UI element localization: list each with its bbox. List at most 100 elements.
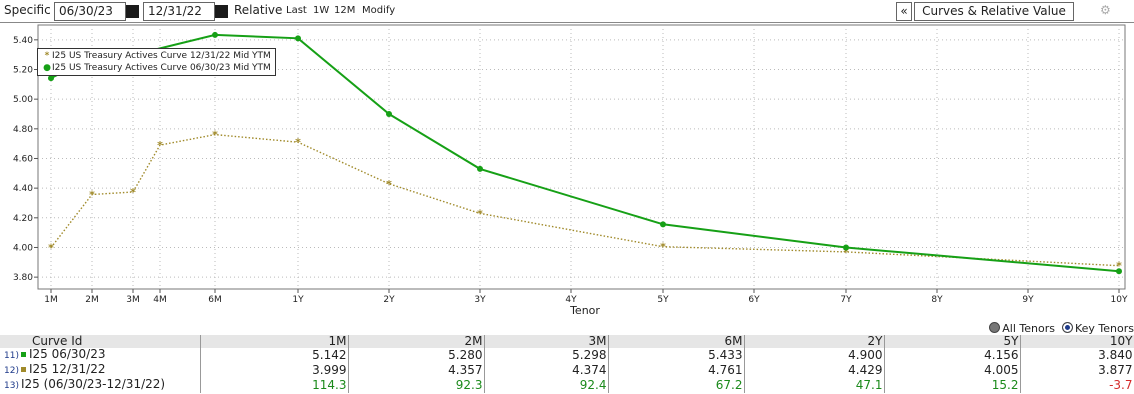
cell: 4.900 bbox=[744, 348, 884, 363]
cell: 4.374 bbox=[484, 363, 608, 378]
legend-star-icon: * bbox=[42, 50, 52, 62]
row-label-cell: 12) I25 12/31/22 bbox=[0, 363, 200, 378]
y-tick-label: 4.20 bbox=[13, 214, 33, 224]
x-tick-label: 1M bbox=[44, 295, 58, 305]
data-point-star-0: * bbox=[660, 241, 666, 254]
collapse-button[interactable]: « bbox=[896, 2, 912, 21]
row-number: 12) bbox=[4, 366, 19, 376]
relative-button[interactable]: Relative bbox=[234, 2, 282, 19]
x-tick-label: 3M bbox=[126, 295, 140, 305]
cell: 3.999 bbox=[200, 363, 348, 378]
spread-cell: 92.3 bbox=[348, 378, 484, 393]
y-tick-label: 4.80 bbox=[13, 125, 33, 135]
cell: 5.280 bbox=[348, 348, 484, 363]
data-point-star-0: * bbox=[212, 129, 218, 142]
header-1m: 1M bbox=[200, 335, 348, 348]
data-point-dot-1 bbox=[386, 111, 392, 117]
header-10y: 10Y bbox=[1020, 335, 1134, 348]
panel-title-button[interactable]: Curves & Relative Value bbox=[914, 2, 1074, 21]
cell: 4.761 bbox=[608, 363, 744, 378]
data-point-dot-1 bbox=[212, 32, 218, 38]
yield-curve-chart: 3.80 4.00 4.20 4.40 4.60 4.80 5.00 5.20 5.40 1M 2M… bbox=[0, 23, 1134, 323]
x-tick-label: 9Y bbox=[1022, 295, 1034, 305]
data-point-star-0: * bbox=[48, 242, 54, 255]
header-2y: 2Y bbox=[744, 335, 884, 348]
calendar-icon-start[interactable] bbox=[126, 5, 139, 18]
data-point-dot-1 bbox=[1116, 268, 1122, 274]
all-tenors-radio[interactable] bbox=[989, 322, 1000, 333]
table-row[interactable]: 13) I25 (06/30/23-12/31/22) 114.3 92.3 92… bbox=[0, 378, 1134, 393]
x-tick-label: 2Y bbox=[383, 295, 395, 305]
cell: 5.298 bbox=[484, 348, 608, 363]
x-tick-label: 10Y bbox=[1111, 295, 1128, 305]
x-tick-label: 7Y bbox=[840, 295, 852, 305]
row-label-cell: 13) I25 (06/30/23-12/31/22) bbox=[0, 378, 200, 393]
table-row[interactable]: 12) I25 12/31/22 3.999 4.357 4.374 4.761 … bbox=[0, 363, 1134, 378]
cell: 3.840 bbox=[1020, 348, 1134, 363]
chart-legend: * I25 US Treasury Actives Curve 12/31/22 … bbox=[37, 48, 276, 76]
data-point-dot-1 bbox=[477, 166, 483, 172]
y-tick-label: 4.40 bbox=[13, 184, 33, 194]
legend-dot-icon: ● bbox=[42, 62, 52, 74]
data-point-dot-1 bbox=[660, 221, 666, 227]
key-tenors-radio[interactable] bbox=[1062, 322, 1073, 333]
row-number: 11) bbox=[4, 351, 19, 361]
y-tick-label: 5.40 bbox=[13, 36, 33, 46]
x-tick-label: 8Y bbox=[931, 295, 943, 305]
legend-label-1231: I25 US Treasury Actives Curve 12/31/22 M… bbox=[52, 51, 271, 61]
row-number: 13) bbox=[4, 381, 19, 391]
data-point-star-0: * bbox=[130, 186, 136, 199]
modify-button[interactable]: Modify bbox=[362, 2, 395, 19]
data-point-dot-1 bbox=[295, 35, 301, 41]
x-axis-label: Tenor bbox=[569, 304, 600, 317]
x-tick-label: 1Y bbox=[292, 295, 304, 305]
curve-table: Curve Id 1M 2M 3M 6M 2Y 5Y 10Y 11) I25 06… bbox=[0, 335, 1134, 393]
y-tick-label: 4.00 bbox=[13, 243, 33, 253]
spread-cell: 47.1 bbox=[744, 378, 884, 393]
row-label: I25 06/30/23 bbox=[29, 347, 106, 361]
12m-button[interactable]: 12M bbox=[334, 2, 355, 19]
x-tick-label: 6M bbox=[208, 295, 222, 305]
data-point-star-0: * bbox=[477, 207, 483, 220]
header-5y: 5Y bbox=[884, 335, 1020, 348]
x-tick-label: 2M bbox=[85, 295, 99, 305]
cell: 5.433 bbox=[608, 348, 744, 363]
spread-cell: 92.4 bbox=[484, 378, 608, 393]
1w-button[interactable]: 1W bbox=[313, 2, 329, 19]
cell: 4.429 bbox=[744, 363, 884, 378]
calendar-icon-end[interactable] bbox=[215, 5, 228, 18]
legend-entry-0630: ●I25 US Treasury Actives Curve 06/30/23 … bbox=[42, 62, 271, 74]
spread-cell: -3.7 bbox=[1020, 378, 1134, 393]
x-tick-label: 5Y bbox=[657, 295, 669, 305]
cell: 4.005 bbox=[884, 363, 1020, 378]
data-point-star-0: * bbox=[89, 189, 95, 202]
cell: 3.877 bbox=[1020, 363, 1134, 378]
cell: 5.142 bbox=[200, 348, 348, 363]
mode-selector[interactable]: Specific bbox=[4, 2, 51, 19]
header-3m: 3M bbox=[484, 335, 608, 348]
data-point-dot-1 bbox=[843, 244, 849, 250]
data-point-star-0: * bbox=[157, 139, 163, 152]
settings-icon[interactable]: ⚙ bbox=[1100, 2, 1111, 19]
series-swatch-icon bbox=[21, 352, 26, 357]
data-point-star-0: * bbox=[295, 136, 301, 149]
spread-cell: 67.2 bbox=[608, 378, 744, 393]
row-label: I25 (06/30/23-12/31/22) bbox=[21, 377, 165, 391]
legend-label-0630: I25 US Treasury Actives Curve 06/30/23 M… bbox=[52, 63, 271, 73]
toolbar: Specific 06/30/23 12/31/22 Relative Last… bbox=[0, 0, 1134, 23]
y-tick-label: 5.00 bbox=[13, 95, 33, 105]
spread-cell: 114.3 bbox=[200, 378, 348, 393]
x-tick-label: 6Y bbox=[748, 295, 760, 305]
x-tick-label: 4M bbox=[153, 295, 167, 305]
row-label: I25 12/31/22 bbox=[29, 362, 106, 376]
table-header: Curve Id 1M 2M 3M 6M 2Y 5Y 10Y bbox=[0, 335, 1134, 348]
y-tick-label: 4.60 bbox=[13, 154, 33, 164]
row-label-cell: 11) I25 06/30/23 bbox=[0, 348, 200, 363]
table-row[interactable]: 11) I25 06/30/23 5.142 5.280 5.298 5.433 … bbox=[0, 348, 1134, 363]
end-date-input[interactable]: 12/31/22 bbox=[143, 2, 215, 21]
series-swatch-icon bbox=[21, 367, 26, 372]
y-tick-label: 5.20 bbox=[13, 65, 33, 75]
start-date-input[interactable]: 06/30/23 bbox=[54, 2, 126, 21]
last-button[interactable]: Last bbox=[286, 2, 307, 19]
legend-entry-1231: * I25 US Treasury Actives Curve 12/31/22 … bbox=[42, 50, 271, 62]
